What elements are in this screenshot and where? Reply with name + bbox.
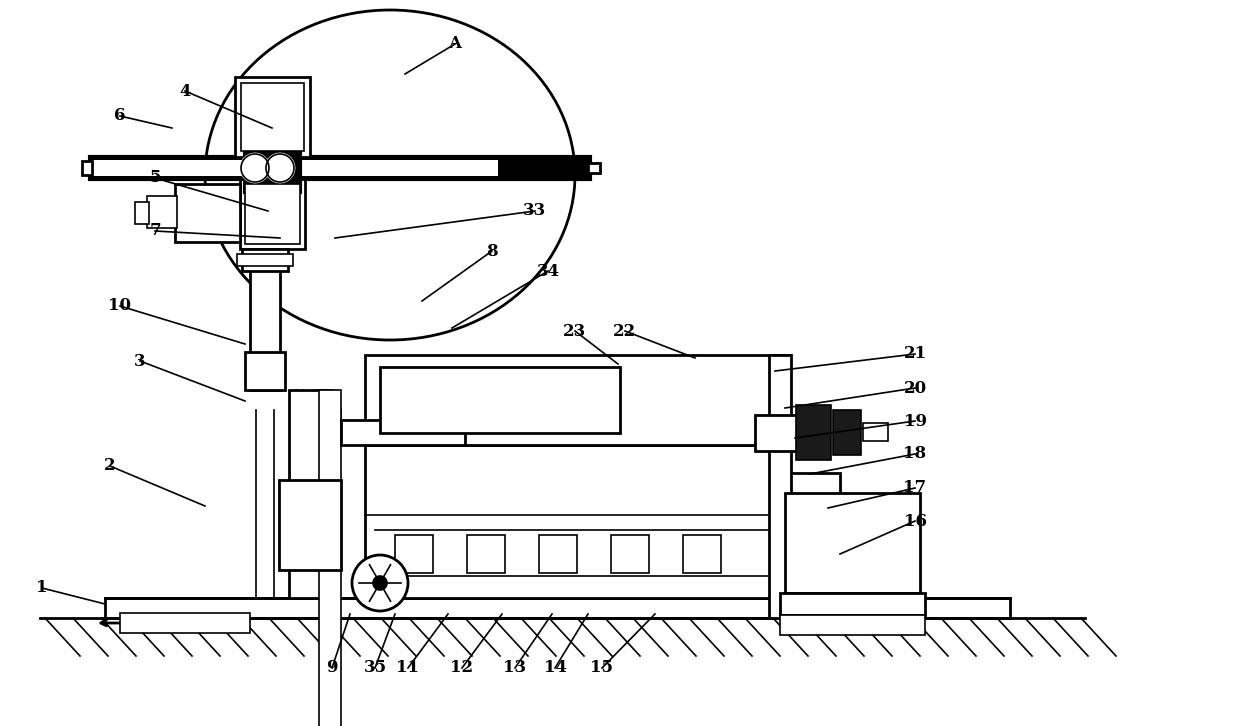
Bar (365, 445, 790, 598)
Text: 15: 15 (590, 659, 614, 677)
Bar (785, 493, 920, 593)
Text: 23: 23 (563, 322, 587, 340)
Bar (120, 613, 250, 633)
Text: 20: 20 (904, 380, 926, 396)
Text: 19: 19 (904, 412, 926, 430)
Bar (246, 352, 285, 390)
Bar (135, 202, 149, 224)
Text: 4: 4 (180, 83, 191, 99)
Bar (683, 535, 720, 573)
Bar (365, 355, 790, 445)
Bar (82, 161, 92, 175)
Text: 13: 13 (503, 659, 527, 677)
Bar (236, 77, 310, 157)
Bar (298, 160, 498, 176)
Bar (790, 473, 839, 598)
Bar (769, 355, 791, 618)
Circle shape (267, 154, 294, 182)
Bar (241, 179, 305, 249)
Bar (250, 249, 280, 390)
Bar (237, 254, 293, 266)
Text: 12: 12 (450, 659, 474, 677)
Bar (279, 480, 341, 570)
Text: 3: 3 (134, 353, 146, 370)
Bar (148, 196, 177, 228)
Text: A: A (449, 36, 461, 52)
Circle shape (352, 555, 408, 611)
Text: 2: 2 (104, 457, 115, 475)
Bar (539, 535, 577, 573)
Bar (105, 598, 1011, 618)
Text: 16: 16 (904, 513, 926, 529)
Bar (396, 535, 433, 573)
Text: 9: 9 (326, 659, 337, 677)
Ellipse shape (205, 10, 575, 340)
Bar (175, 184, 241, 242)
Bar (241, 83, 304, 151)
Bar (755, 415, 805, 451)
Text: 17: 17 (904, 479, 926, 497)
Text: 35: 35 (363, 659, 387, 677)
Bar (92, 160, 247, 176)
Bar (289, 390, 331, 598)
Bar (863, 423, 888, 441)
Bar (796, 405, 831, 460)
Text: 7: 7 (149, 222, 161, 240)
Text: 14: 14 (543, 659, 567, 677)
Bar (467, 535, 505, 573)
Bar (833, 410, 861, 455)
Bar (379, 367, 620, 433)
Bar (588, 163, 600, 173)
Circle shape (241, 154, 269, 182)
Text: 33: 33 (523, 203, 547, 219)
Bar (611, 535, 649, 573)
Bar (341, 420, 465, 445)
Text: 21: 21 (904, 346, 926, 362)
Text: 22: 22 (614, 322, 636, 340)
Bar (246, 144, 300, 192)
Text: 6: 6 (114, 107, 125, 124)
Bar (780, 615, 925, 635)
Bar (246, 184, 300, 244)
Text: 11: 11 (397, 659, 419, 677)
Bar (91, 157, 590, 179)
Bar (242, 249, 288, 271)
Circle shape (373, 576, 387, 590)
Text: 5: 5 (149, 169, 161, 187)
Bar (780, 593, 925, 615)
Bar (319, 390, 341, 726)
Text: 8: 8 (486, 242, 497, 259)
Text: 34: 34 (537, 263, 559, 280)
Text: 10: 10 (109, 298, 131, 314)
Text: 18: 18 (904, 446, 926, 462)
Text: 1: 1 (36, 579, 48, 597)
